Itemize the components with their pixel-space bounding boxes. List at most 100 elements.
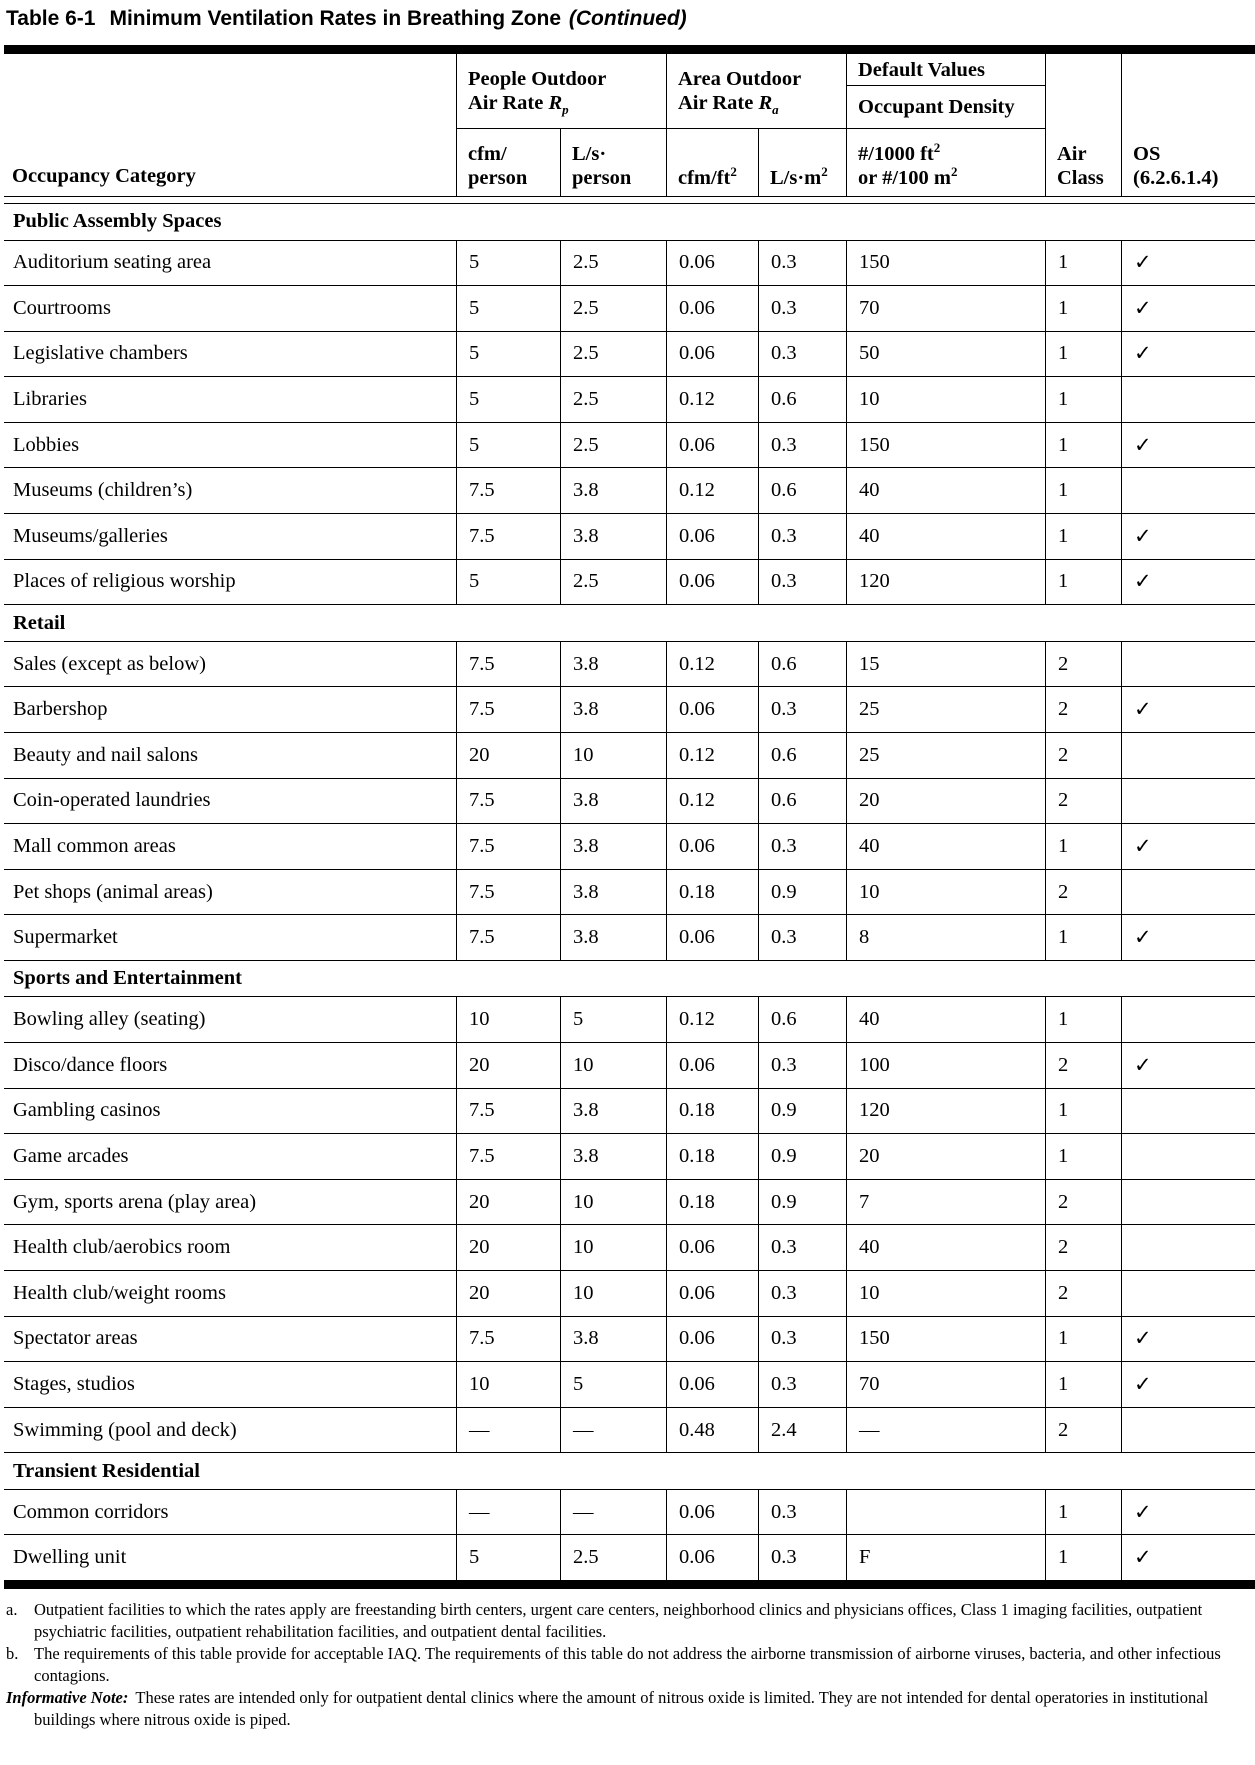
cell-rp-cfm: 10: [456, 997, 560, 1042]
cell-rp-cfm: 7.5: [456, 641, 560, 687]
cell-ra-cfm: 0.12: [666, 468, 758, 514]
cell-os: [1121, 377, 1255, 422]
section-title: Public Assembly Spaces: [13, 210, 222, 233]
cell-ra-cfm: 0.12: [666, 641, 758, 687]
cell-category: Libraries: [13, 388, 87, 411]
cell-rp-ls: 3.8: [560, 915, 666, 960]
table-row: Gambling casinos 7.5 3.8 0.18 0.9 120 1: [4, 1088, 1255, 1135]
cell-category: Bowling alley (seating): [13, 1008, 206, 1031]
header-air-class: Air Class: [1045, 54, 1121, 196]
cell-density: 70: [846, 1362, 1045, 1407]
cell-ra-cfm: 0.06: [666, 422, 758, 468]
cell-density: 20: [846, 1134, 1045, 1179]
cell-ra-ls: 0.3: [758, 824, 846, 869]
cell-category: Auditorium seating area: [13, 251, 212, 274]
cell-rp-cfm: 7.5: [456, 778, 560, 824]
cell-density: F: [846, 1535, 1045, 1581]
cell-ra-ls: 0.6: [758, 468, 846, 514]
cell-ra-ls: 0.3: [758, 422, 846, 468]
cell-ra-ls: 0.3: [758, 331, 846, 377]
cell-category: Spectator areas: [13, 1327, 138, 1350]
cell-ra-ls: 2.4: [758, 1407, 846, 1453]
cell-air-class: 1: [1045, 1134, 1121, 1179]
cell-rp-ls: 5: [560, 997, 666, 1042]
cell-rp-cfm: 7.5: [456, 468, 560, 514]
cell-ra-cfm: 0.06: [666, 1362, 758, 1407]
header-unit-density: #/1000 ft2 or #/100 m2: [846, 129, 1045, 196]
header-people-outdoor-air-rate: People Outdoor Air Rate Rp: [456, 54, 666, 129]
cell-rp-ls: 2.5: [560, 240, 666, 286]
cell-ra-ls: 0.6: [758, 997, 846, 1042]
table-row: Courtrooms 5 2.5 0.06 0.3 70 1 ✓: [4, 286, 1255, 332]
cell-ra-ls: 0.3: [758, 240, 846, 286]
cell-air-class: 1: [1045, 240, 1121, 286]
table-body: Public Assembly Spaces Auditorium seating…: [4, 203, 1255, 1582]
cell-category: Gambling casinos: [13, 1099, 161, 1122]
cell-os: [1121, 1270, 1255, 1316]
cell-rp-cfm: 5: [456, 331, 560, 377]
section-title: Retail: [13, 611, 66, 634]
cell-ra-ls: 0.3: [758, 1270, 846, 1316]
cell-density: 40: [846, 997, 1045, 1042]
table-row: Museums (children’s) 7.5 3.8 0.12 0.6 40 1: [4, 468, 1255, 515]
cell-rp-cfm: 20: [456, 1043, 560, 1088]
cell-ra-cfm: 0.12: [666, 997, 758, 1042]
cell-air-class: 2: [1045, 687, 1121, 732]
header-area-line2: Air Rate Ra: [678, 92, 779, 118]
cell-density: 150: [846, 240, 1045, 286]
cell-density: 10: [846, 1270, 1045, 1316]
header-occupancy-label: Occupancy Category: [12, 165, 196, 187]
cell-ra-cfm: 0.12: [666, 377, 758, 422]
cell-category: Health club/weight rooms: [13, 1281, 226, 1304]
cell-category: Museums (children’s): [13, 479, 193, 502]
cell-density: 50: [846, 331, 1045, 377]
cell-ra-cfm: 0.12: [666, 732, 758, 778]
cell-os: ✓: [1121, 824, 1255, 869]
cell-category: Game arcades: [13, 1144, 129, 1167]
cell-ra-cfm: 0.06: [666, 240, 758, 286]
cell-air-class: 2: [1045, 1407, 1121, 1453]
cell-ra-cfm: 0.06: [666, 1270, 758, 1316]
table-row: Coin-operated laundries 7.5 3.8 0.12 0.6 20 2: [4, 778, 1255, 825]
cell-category: Mall common areas: [13, 834, 176, 857]
cell-rp-ls: 3.8: [560, 1316, 666, 1362]
header-area-line1: Area Outdoor: [678, 68, 802, 90]
ra-subscript: a: [772, 102, 779, 118]
cell-ra-ls: 0.3: [758, 1362, 846, 1407]
cell-rp-ls: 2.5: [560, 377, 666, 422]
table-header: Occupancy Category People Outdoor Air Ra…: [4, 54, 1255, 197]
cell-rp-ls: 10: [560, 1043, 666, 1088]
cell-rp-ls: 3.8: [560, 641, 666, 687]
cell-category: Gym, sports arena (play area): [13, 1190, 257, 1213]
cell-rp-cfm: 7.5: [456, 824, 560, 869]
cell-ra-cfm: 0.18: [666, 1179, 758, 1225]
footnote-informative-note: Informative Note: These rates are intende…: [6, 1687, 1247, 1731]
cell-os: ✓: [1121, 331, 1255, 377]
table-row: Lobbies 5 2.5 0.06 0.3 150 1 ✓: [4, 422, 1255, 469]
cell-density: 120: [846, 1088, 1045, 1134]
cell-density: 25: [846, 732, 1045, 778]
header-unit-ls-person: L/s· person: [560, 129, 666, 196]
cell-rp-ls: 2.5: [560, 422, 666, 468]
cell-category: Health club/aerobics room: [13, 1236, 231, 1259]
cell-os: [1121, 1407, 1255, 1453]
cell-rp-ls: 3.8: [560, 514, 666, 559]
table-row: Spectator areas 7.5 3.8 0.06 0.3 150 1 ✓: [4, 1316, 1255, 1363]
cell-category: Supermarket: [13, 926, 118, 949]
cell-rp-ls: 10: [560, 732, 666, 778]
table-name: Minimum Ventilation Rates in Breathing Z…: [109, 7, 562, 30]
cell-ra-ls: 0.3: [758, 1225, 846, 1270]
cell-air-class: 1: [1045, 377, 1121, 422]
cell-category: Pet shops (animal areas): [13, 880, 213, 903]
cell-category: Sales (except as below): [13, 652, 206, 675]
cell-os: [1121, 869, 1255, 915]
bottom-rule: [4, 1581, 1255, 1590]
cell-density: 25: [846, 687, 1045, 732]
cell-rp-cfm: 20: [456, 732, 560, 778]
cell-os: ✓: [1121, 1489, 1255, 1535]
table-row: Game arcades 7.5 3.8 0.18 0.9 20 1: [4, 1134, 1255, 1180]
table-row: Barbershop 7.5 3.8 0.06 0.3 25 2 ✓: [4, 687, 1255, 733]
cell-os: [1121, 641, 1255, 687]
cell-os: [1121, 468, 1255, 514]
cell-category: Beauty and nail salons: [13, 743, 199, 766]
